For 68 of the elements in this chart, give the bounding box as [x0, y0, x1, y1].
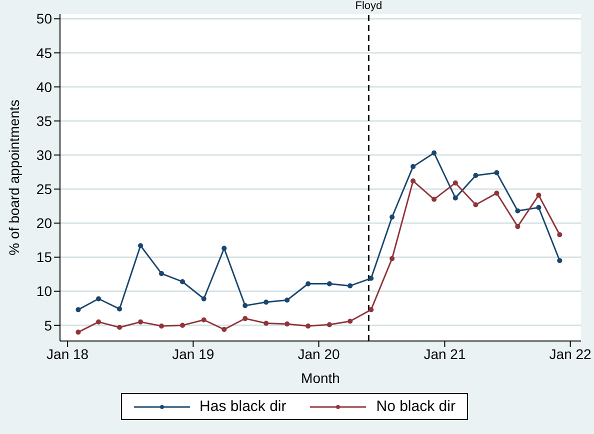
- point: [201, 317, 206, 322]
- y-tick-label: 35: [36, 112, 52, 129]
- point: [410, 164, 416, 170]
- point: [76, 307, 81, 312]
- point: [264, 320, 269, 326]
- point: [264, 300, 269, 305]
- point: [473, 172, 478, 178]
- point: [348, 318, 353, 324]
- point: [494, 170, 500, 176]
- ref-line-label: Floyd: [355, 0, 382, 12]
- point: [473, 202, 478, 208]
- point: [116, 306, 122, 312]
- point: [138, 243, 144, 248]
- point: [222, 326, 227, 332]
- point: [452, 195, 458, 200]
- point: [536, 192, 542, 198]
- x-tick-label: Jan 19: [172, 346, 214, 362]
- x-tick-label: Jan 18: [46, 346, 89, 362]
- point: [180, 279, 186, 284]
- y-tick-label: 40: [36, 78, 52, 95]
- x-tick-label: Jan 21: [424, 346, 466, 362]
- legend-label: No black dir: [376, 398, 456, 415]
- point: [96, 296, 102, 302]
- point: [494, 190, 500, 196]
- point: [515, 224, 520, 230]
- x-tick-label: Jan 22: [549, 346, 592, 362]
- x-axis-title: Month: [301, 370, 340, 386]
- point: [180, 322, 186, 328]
- point: [348, 283, 353, 288]
- point: [242, 303, 248, 308]
- point: [138, 319, 144, 324]
- y-tick-label: 45: [36, 44, 52, 61]
- point: [242, 316, 248, 322]
- point: [284, 321, 290, 327]
- y-tick-label: 20: [36, 215, 52, 232]
- y-tick-label: 30: [36, 146, 52, 163]
- point: [326, 322, 332, 328]
- point: [306, 323, 311, 329]
- point: [515, 208, 520, 214]
- point: [557, 232, 562, 238]
- point: [410, 178, 416, 184]
- point: [432, 196, 437, 202]
- point: [306, 281, 311, 286]
- point: [390, 214, 395, 220]
- y-tick-label: 25: [36, 181, 52, 198]
- point: [76, 330, 81, 335]
- point: [284, 298, 290, 303]
- point: [368, 276, 374, 281]
- point: [557, 258, 562, 264]
- point: [158, 323, 164, 329]
- y-tick-label: 10: [36, 283, 52, 300]
- point: [158, 271, 164, 276]
- legend-label: Has black dir: [200, 398, 286, 415]
- point: [432, 150, 437, 156]
- point: [452, 180, 458, 186]
- y-axis-title: % of board appointments: [6, 100, 22, 256]
- point: [201, 296, 206, 302]
- point: [390, 256, 395, 262]
- point: [326, 281, 332, 286]
- point: [96, 319, 102, 324]
- y-tick-label: 15: [36, 249, 52, 266]
- y-tick-label: 50: [36, 10, 52, 27]
- x-tick-label: Jan 20: [298, 346, 340, 362]
- point: [116, 324, 122, 330]
- point: [536, 204, 542, 210]
- y-tick-label: 5: [44, 317, 52, 334]
- point: [368, 307, 374, 312]
- point: [222, 246, 227, 251]
